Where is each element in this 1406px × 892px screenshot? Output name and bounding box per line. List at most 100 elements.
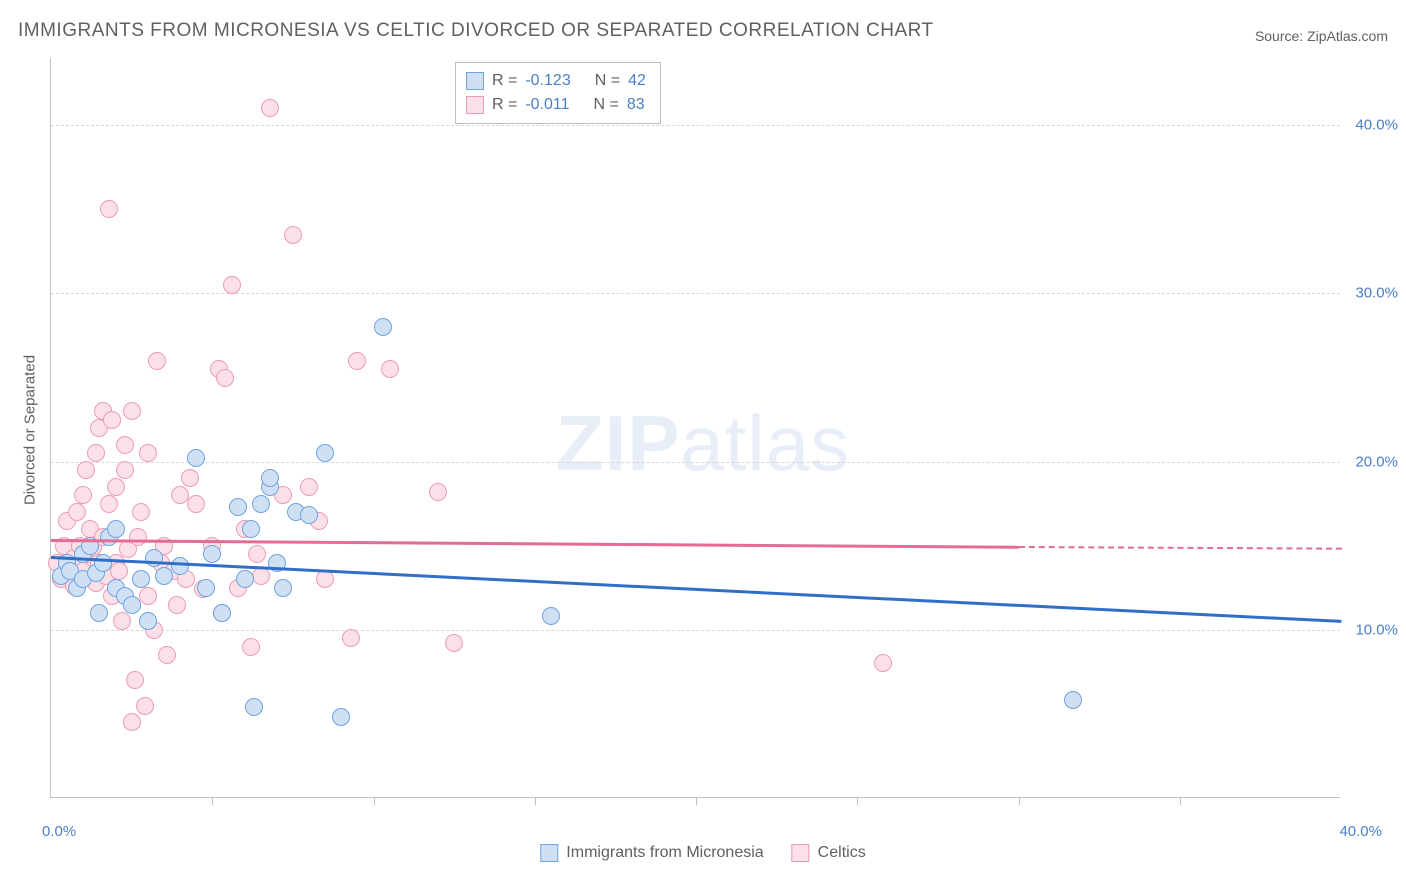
stats-row-blue: R = -0.123 N = 42 [466, 69, 646, 93]
pink-point [168, 596, 186, 614]
swatch-pink [466, 96, 484, 114]
pink-point [342, 629, 360, 647]
blue-n-value: 42 [628, 69, 646, 93]
blue-point [171, 557, 189, 575]
pink-point [223, 276, 241, 294]
pink-point [874, 654, 892, 672]
legend-swatch-pink [792, 844, 810, 862]
n-label-2: N = [594, 93, 619, 117]
y-tick-label: 20.0% [1346, 453, 1398, 470]
gridline [51, 462, 1340, 463]
pink-point [74, 486, 92, 504]
y-tick-label: 40.0% [1346, 117, 1398, 134]
blue-point [236, 570, 254, 588]
pink-point [107, 478, 125, 496]
pink-point [103, 411, 121, 429]
pink-point [126, 671, 144, 689]
blue-point [90, 604, 108, 622]
blue-point [132, 570, 150, 588]
gridline [51, 125, 1340, 126]
pink-point [77, 461, 95, 479]
legend-label-blue: Immigrants from Micronesia [566, 844, 763, 862]
plot-area: ZIPatlas 10.0%20.0%30.0%40.0% [50, 58, 1340, 798]
blue-point [261, 469, 279, 487]
blue-point [300, 506, 318, 524]
pink-point [429, 483, 447, 501]
legend-item-blue: Immigrants from Micronesia [540, 844, 763, 862]
x-tick [212, 797, 213, 805]
blue-point [374, 318, 392, 336]
blue-point [155, 567, 173, 585]
pink-point [100, 495, 118, 513]
legend-label-pink: Celtics [818, 844, 866, 862]
blue-point [252, 495, 270, 513]
blue-point [316, 444, 334, 462]
blue-point [245, 698, 263, 716]
pink-point [248, 545, 266, 563]
stats-legend-box: R = -0.123 N = 42 R = -0.011 N = 83 [455, 62, 661, 124]
source-attribution: Source: ZipAtlas.com [1255, 28, 1388, 44]
bottom-legend: Immigrants from Micronesia Celtics [540, 844, 865, 862]
x-tick [535, 797, 536, 805]
pink-point [381, 360, 399, 378]
blue-point [203, 545, 221, 563]
blue-point [542, 607, 560, 625]
blue-point [332, 708, 350, 726]
legend-swatch-blue [540, 844, 558, 862]
chart-title: IMMIGRANTS FROM MICRONESIA VS CELTIC DIV… [18, 20, 934, 42]
pink-point [242, 638, 260, 656]
pink-point [148, 352, 166, 370]
watermark-zip: ZIP [556, 399, 680, 487]
pink-n-value: 83 [627, 93, 645, 117]
pink-point [300, 478, 318, 496]
pink-point [158, 646, 176, 664]
swatch-blue [466, 72, 484, 90]
pink-point [136, 697, 154, 715]
pink-point [252, 567, 270, 585]
pink-point [261, 99, 279, 117]
y-tick-label: 10.0% [1346, 621, 1398, 638]
x-tick [1019, 797, 1020, 805]
pink-point [68, 503, 86, 521]
blue-point [242, 520, 260, 538]
pink-point [123, 402, 141, 420]
pink-point [348, 352, 366, 370]
pink-point [445, 634, 463, 652]
pink-point [139, 444, 157, 462]
pink-point [139, 587, 157, 605]
blue-point [139, 612, 157, 630]
watermark: ZIPatlas [556, 398, 850, 489]
pink-point [123, 713, 141, 731]
pink-trend-dash [1018, 546, 1341, 550]
x-tick-0: 0.0% [42, 823, 76, 840]
pink-point [181, 469, 199, 487]
blue-point [213, 604, 231, 622]
watermark-atlas: atlas [680, 399, 850, 487]
blue-point [94, 554, 112, 572]
blue-point [123, 596, 141, 614]
pink-point [187, 495, 205, 513]
pink-point [87, 444, 105, 462]
blue-point [107, 520, 125, 538]
blue-r-value: -0.123 [525, 69, 570, 93]
pink-point [316, 570, 334, 588]
blue-point [187, 449, 205, 467]
pink-point [129, 528, 147, 546]
pink-point [216, 369, 234, 387]
pink-point [132, 503, 150, 521]
x-tick [857, 797, 858, 805]
x-tick-40: 40.0% [1339, 823, 1382, 840]
blue-point [274, 579, 292, 597]
x-tick [374, 797, 375, 805]
y-tick-label: 30.0% [1346, 285, 1398, 302]
pink-point [284, 226, 302, 244]
pink-point [113, 612, 131, 630]
pink-point [116, 436, 134, 454]
pink-point [116, 461, 134, 479]
legend-item-pink: Celtics [792, 844, 866, 862]
r-label-2: R = [492, 93, 517, 117]
pink-point [110, 562, 128, 580]
pink-r-value: -0.011 [525, 93, 569, 117]
pink-point [100, 200, 118, 218]
pink-trend-line [51, 539, 1019, 548]
